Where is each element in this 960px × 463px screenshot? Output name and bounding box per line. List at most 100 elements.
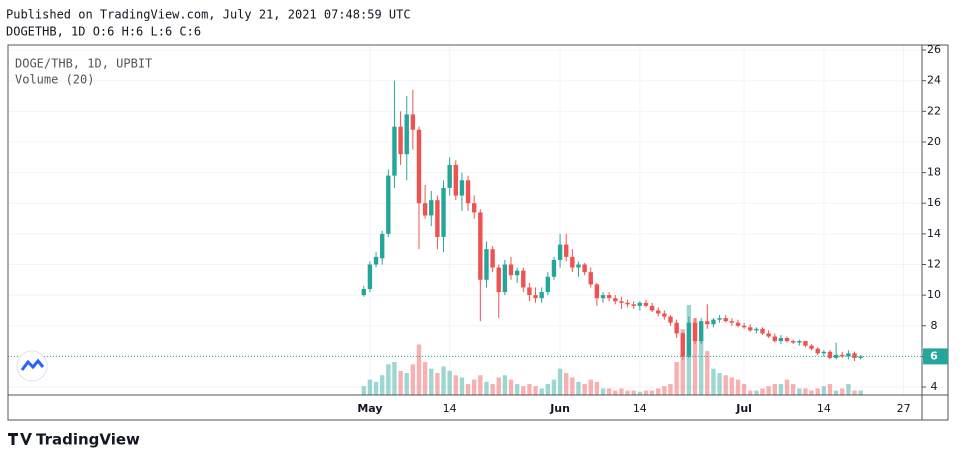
candle-body <box>705 321 710 325</box>
candle-body <box>692 322 698 342</box>
candle-body <box>797 341 802 343</box>
legend-symbol: DOGE/THB, 1D, UPBIT <box>15 57 152 71</box>
candle-body <box>631 304 636 306</box>
volume-bar <box>772 384 777 395</box>
candle-body <box>698 321 704 342</box>
x-tick-label: 27 <box>897 402 911 415</box>
volume-bar <box>527 384 532 395</box>
candle-body <box>557 244 563 260</box>
candle-body <box>588 272 593 285</box>
volume-bar <box>766 386 771 395</box>
y-tick-label: 16 <box>927 196 941 209</box>
logo-badge[interactable] <box>16 350 48 382</box>
candle-body <box>527 287 532 296</box>
candle-body <box>846 353 851 357</box>
volume-bar <box>619 388 624 395</box>
candle-body <box>815 348 820 354</box>
volume-bar <box>637 391 643 395</box>
volume-bar <box>392 362 397 395</box>
legend-indicator: Volume (20) <box>15 73 94 87</box>
candle-body <box>643 302 649 306</box>
candle-body <box>508 264 514 276</box>
volume-bar <box>846 384 851 395</box>
volume-bar <box>748 390 753 395</box>
candle-body <box>490 249 495 268</box>
volume-bar <box>649 390 655 395</box>
candle-body <box>840 354 845 357</box>
candle-body <box>600 295 606 299</box>
candle-body <box>729 321 735 323</box>
candle-body <box>398 126 403 155</box>
candle-body <box>809 345 814 349</box>
volume-bar <box>643 390 649 395</box>
volume-bar <box>465 384 471 395</box>
volume-bar <box>674 362 679 395</box>
volume-bar <box>557 368 563 395</box>
y-tick-label: 14 <box>927 227 941 240</box>
candle-body <box>778 338 784 342</box>
candle-body <box>379 233 385 259</box>
candle-body <box>367 264 373 290</box>
volume-bar <box>852 390 857 395</box>
candle-body <box>422 203 428 216</box>
candle-body <box>373 256 379 265</box>
volume-bar <box>625 390 630 395</box>
plot-area <box>8 45 922 395</box>
volume-bar <box>570 377 575 395</box>
candle-body <box>392 126 397 176</box>
volume-bar <box>490 384 495 395</box>
y-tick-label: 24 <box>927 74 941 87</box>
candle-body <box>465 180 471 204</box>
candle-body <box>570 256 575 268</box>
volume-bar <box>606 388 612 395</box>
volume-bar <box>741 384 747 395</box>
volume-bar <box>833 390 839 395</box>
y-tick-label: 18 <box>927 166 941 179</box>
volume-bar <box>797 388 802 395</box>
candle-body <box>478 212 483 280</box>
volume-bar <box>441 366 446 395</box>
volume-bar <box>784 379 790 395</box>
candle-body <box>711 319 716 325</box>
candle-body <box>668 316 673 323</box>
badge-icon <box>20 358 45 371</box>
y-tick-label: 8 <box>931 319 938 332</box>
y-tick-label: 4 <box>931 380 938 393</box>
candle-body <box>502 264 508 293</box>
candle-body <box>637 302 643 306</box>
volume-bar <box>459 377 465 395</box>
volume-bar <box>668 384 673 395</box>
candle-body <box>766 333 771 337</box>
volume-bar <box>600 388 606 395</box>
candle-body <box>459 180 465 196</box>
candle-body <box>551 259 557 277</box>
candle-body <box>649 305 655 311</box>
x-tick-label: May <box>357 402 382 415</box>
volume-bar <box>778 384 784 395</box>
volume-bar <box>631 390 636 395</box>
volume-bar <box>594 381 600 395</box>
volume-bar <box>521 386 526 395</box>
volume-bar <box>539 388 544 395</box>
candle-body <box>533 295 538 299</box>
volume-bar <box>496 377 501 395</box>
candle-body <box>576 264 581 268</box>
candle-body <box>852 353 857 358</box>
brand: TradingView <box>8 431 140 449</box>
volume-bar <box>478 375 483 395</box>
volume-bar <box>508 379 514 395</box>
volume-bar <box>582 384 587 395</box>
volume-bar <box>588 379 593 395</box>
candle-body <box>582 264 587 273</box>
candle-body <box>564 244 569 257</box>
candle-body <box>594 284 600 299</box>
candle-body <box>735 322 741 326</box>
volume-bar <box>613 390 618 395</box>
volume-bar <box>410 364 416 395</box>
candle-body <box>472 203 477 213</box>
volume-bar <box>502 375 508 395</box>
x-tick-label: 14 <box>817 402 831 415</box>
volume-bar <box>680 329 685 395</box>
candle-body <box>748 327 753 331</box>
